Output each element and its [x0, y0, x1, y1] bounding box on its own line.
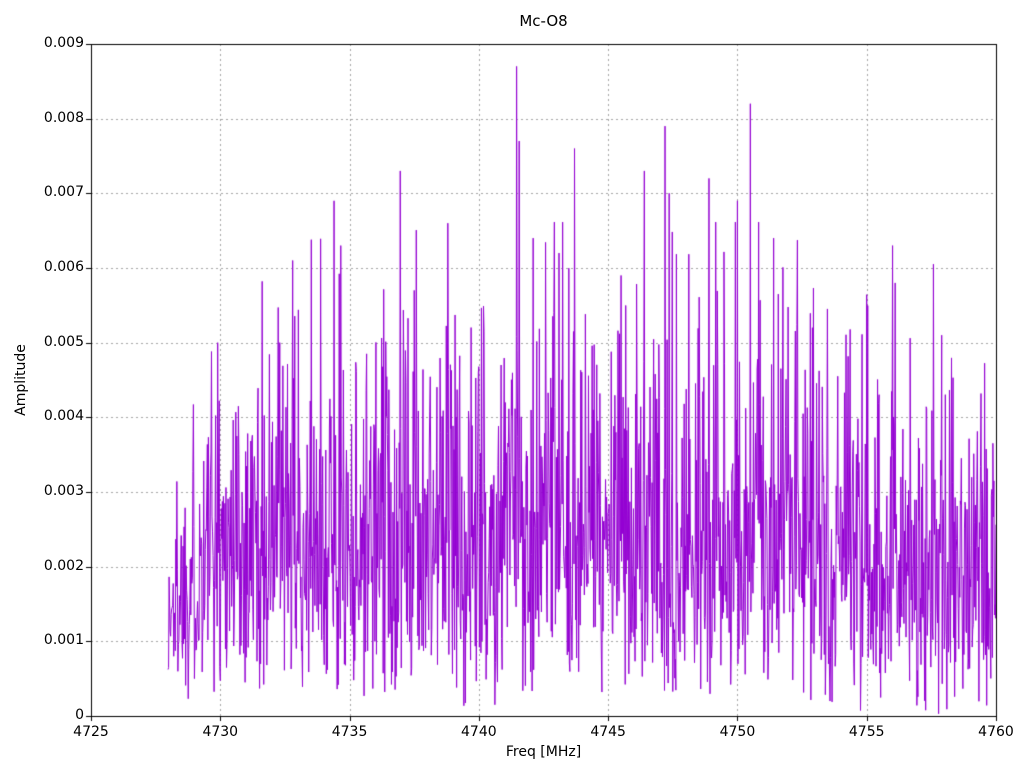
x-tick-label: 4745: [590, 724, 626, 740]
y-tick-label: 0.008: [43, 109, 84, 126]
x-tick-label: 4760: [978, 724, 1014, 740]
x-tick-label: 4755: [848, 724, 885, 740]
chart-title: Mc-O8: [519, 12, 568, 30]
y-tick-label: 0.004: [43, 408, 84, 425]
x-tick-label: 4725: [73, 724, 109, 740]
x-tick-label: 4730: [202, 724, 239, 740]
y-axis-label: Amplitude: [13, 344, 29, 416]
y-tick-label: 0.007: [43, 184, 84, 201]
y-tick-label: 0.003: [43, 483, 84, 499]
y-tick-label: 0.001: [43, 632, 84, 649]
x-axis-label: Freq [MHz]: [505, 744, 582, 760]
y-tick-label: 0: [75, 707, 84, 723]
x-tick-label: 4750: [719, 724, 756, 740]
y-tick-label: 0.002: [43, 557, 84, 574]
x-tick-label: 4735: [331, 724, 368, 740]
y-tick-label: 0.006: [43, 259, 84, 275]
x-tick-label: 4740: [461, 724, 497, 740]
y-tick-label: 0.009: [43, 35, 84, 51]
y-tick-label: 0.005: [43, 333, 84, 350]
